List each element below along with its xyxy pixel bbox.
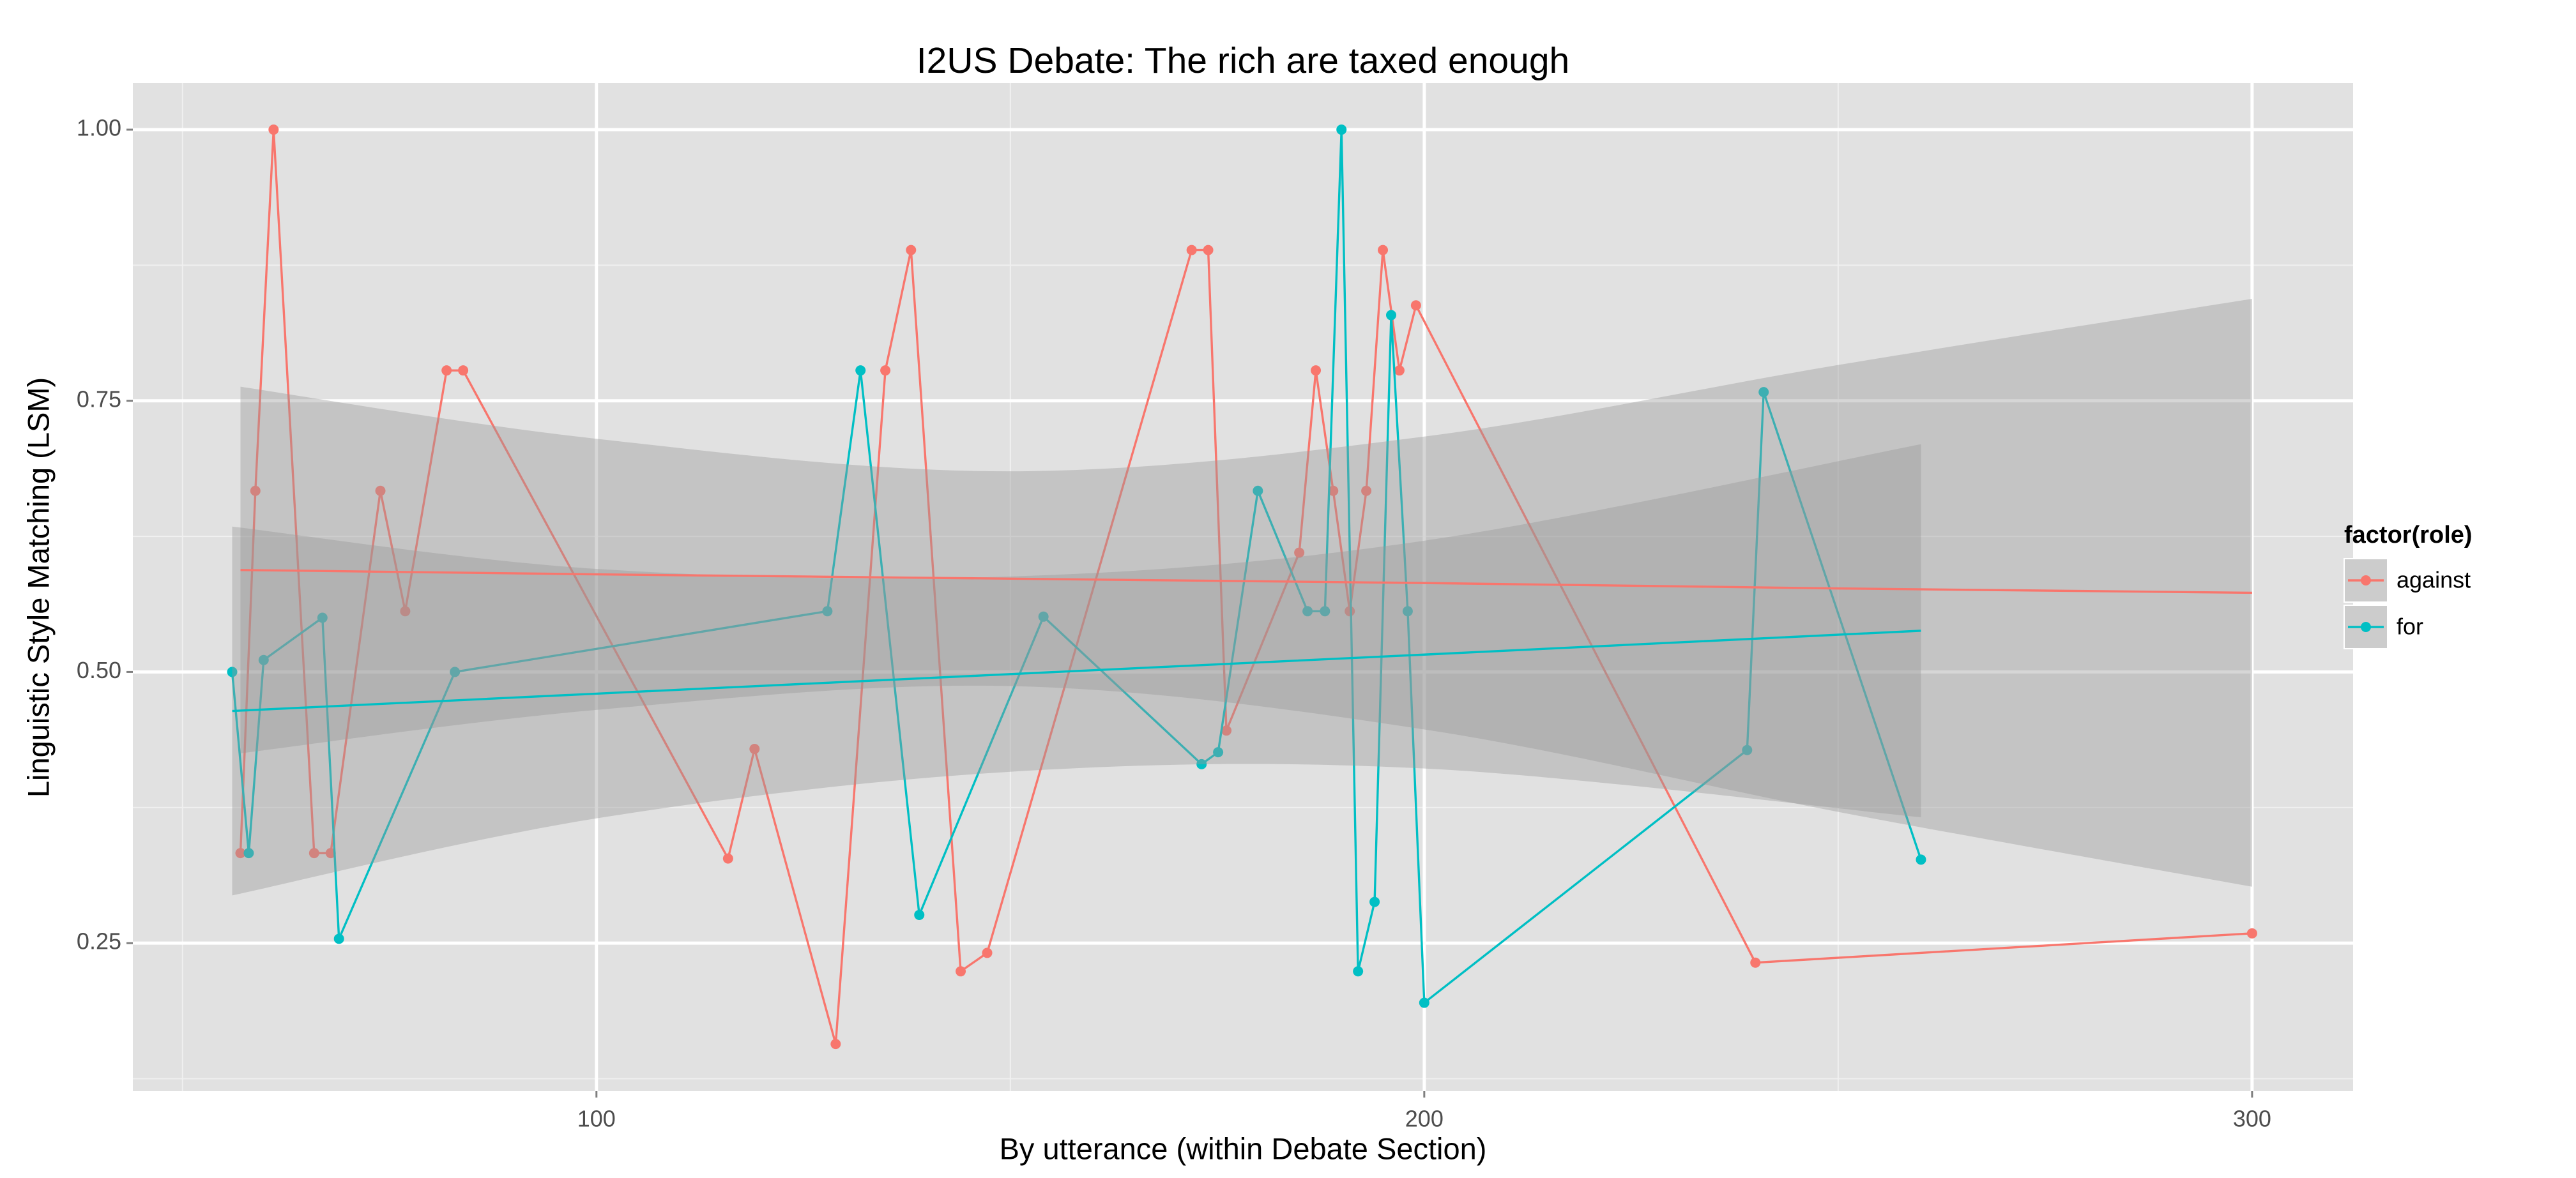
data-point	[1378, 245, 1389, 255]
legend-title: factor(role)	[2344, 522, 2473, 548]
data-point	[1361, 485, 1372, 496]
data-point	[914, 909, 925, 920]
data-point	[855, 365, 866, 376]
data-point	[375, 485, 386, 496]
data-point	[749, 744, 760, 755]
y-tick-label: 1.00	[77, 115, 121, 141]
data-point	[1394, 365, 1405, 376]
data-point	[1320, 606, 1330, 617]
data-point	[1196, 759, 1207, 769]
data-point	[400, 606, 411, 617]
data-point	[880, 365, 891, 376]
data-point	[722, 853, 733, 864]
marks	[227, 125, 2257, 1050]
data-point	[1402, 606, 1413, 617]
y-tick-label: 0.50	[77, 657, 121, 683]
data-point	[1916, 854, 1926, 865]
data-point	[1410, 300, 1421, 311]
data-point	[1336, 125, 1347, 135]
data-point	[2246, 928, 2257, 939]
trend-line	[240, 569, 2252, 594]
data-point	[1758, 387, 1769, 398]
legend-point	[2361, 575, 2371, 585]
data-point	[982, 948, 993, 958]
x-tick-label: 100	[577, 1106, 616, 1132]
legend-label: against	[2397, 567, 2471, 593]
data-point	[1311, 365, 1322, 376]
data-point	[309, 848, 319, 859]
x-axis-title: By utterance (within Debate Section)	[1000, 1131, 1487, 1165]
data-point	[1419, 997, 1429, 1008]
data-point	[1742, 744, 1753, 755]
data-point	[268, 125, 279, 135]
data-point	[1253, 485, 1263, 496]
data-point	[258, 654, 269, 665]
data-point	[227, 667, 238, 677]
y-axis-title: Linguistic Style Matching (LSM)	[21, 377, 55, 797]
data-point	[235, 848, 246, 859]
x-tick-label: 200	[1405, 1106, 1444, 1132]
data-point	[1213, 747, 1224, 758]
data-point	[830, 1039, 841, 1050]
data-point	[906, 245, 917, 255]
confidence-band	[240, 299, 2252, 887]
data-point	[1038, 611, 1049, 622]
series-line	[231, 129, 1923, 1005]
data-point	[458, 365, 469, 376]
chart-title: I2US Debate: The rich are taxed enough	[917, 40, 1569, 81]
data-point	[1186, 245, 1197, 255]
legend-point	[2361, 622, 2371, 632]
data-point	[1369, 896, 1380, 907]
data-point	[450, 667, 461, 677]
data-point	[822, 606, 833, 617]
data-point	[1353, 966, 1364, 977]
data-point	[1203, 245, 1214, 255]
data-point	[325, 848, 336, 859]
data-point	[1294, 547, 1305, 558]
data-point	[243, 848, 254, 859]
data-point	[1221, 725, 1232, 736]
data-point	[1385, 310, 1396, 321]
data-point	[441, 365, 452, 376]
trend-line	[232, 630, 1921, 713]
y-tick-label: 0.75	[77, 386, 121, 412]
y-tick-label: 0.25	[77, 928, 121, 955]
data-point	[333, 933, 344, 944]
data-point	[1345, 606, 1355, 617]
data-point	[1750, 957, 1761, 968]
data-point	[250, 485, 261, 496]
legend-label: for	[2397, 614, 2423, 640]
grid: 100 200 300 0.25 0.50 0.75 1.00	[77, 83, 2353, 1132]
data-point	[1302, 606, 1313, 617]
confidence-band	[232, 444, 1921, 896]
data-point	[1328, 485, 1339, 496]
data-point	[317, 612, 328, 623]
legend: factor(role) against for	[2344, 522, 2473, 649]
x-tick-label: 300	[2233, 1106, 2271, 1132]
data-point	[956, 966, 966, 977]
